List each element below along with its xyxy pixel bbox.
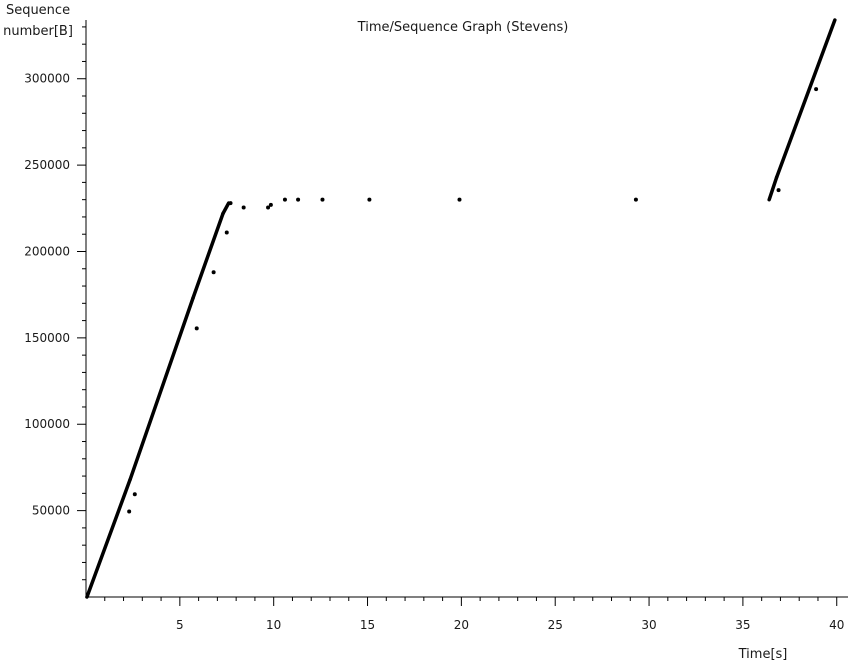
- sequence-segment: [221, 201, 231, 216]
- y-tick-label: 250000: [24, 158, 70, 172]
- y-axis-label-line2: number[B]: [3, 24, 73, 39]
- sequence-point: [367, 197, 372, 202]
- x-tick-label: 15: [360, 618, 375, 632]
- sequence-point: [266, 205, 271, 210]
- plot-marks: [85, 18, 837, 599]
- sequence-segment: [774, 18, 837, 179]
- sequence-point: [814, 87, 819, 92]
- sequence-segment: [767, 175, 779, 202]
- x-ticks: 5 10 15 20 25 30 35 40: [104, 597, 844, 632]
- y-tick-label: 100000: [24, 417, 70, 431]
- x-tick-label: 30: [641, 618, 656, 632]
- sequence-point: [633, 197, 638, 202]
- x-tick-label: 35: [735, 618, 750, 632]
- x-tick-label: 10: [266, 618, 281, 632]
- sequence-point: [194, 326, 199, 331]
- sequence-point: [296, 197, 301, 202]
- y-axis-label-line1: Sequence: [6, 3, 70, 18]
- x-axis-label: Time[s]: [738, 647, 788, 662]
- y-tick-label: 200000: [24, 244, 70, 258]
- sequence-point: [228, 201, 233, 206]
- sequence-point: [457, 197, 462, 202]
- sequence-segment: [128, 296, 195, 482]
- sequence-point: [282, 197, 287, 202]
- sequence-point: [224, 230, 229, 235]
- y-ticks: 50000 100000 150000 200000 250000 300000: [24, 26, 86, 581]
- sequence-point: [776, 188, 781, 193]
- sequence-point: [127, 509, 132, 514]
- sequence-point: [320, 197, 325, 202]
- sequence-segment: [85, 477, 132, 599]
- x-tick-label: 5: [176, 618, 184, 632]
- sequence-point: [241, 205, 246, 210]
- chart-title: Time/Sequence Graph (Stevens): [357, 20, 569, 35]
- sequence-segment: [191, 211, 225, 300]
- sequence-point: [132, 492, 137, 497]
- sequence-point: [211, 270, 216, 275]
- x-tick-label: 20: [454, 618, 469, 632]
- y-tick-label: 300000: [24, 72, 70, 86]
- x-tick-label: 25: [548, 618, 563, 632]
- y-tick-label: 150000: [24, 331, 70, 345]
- sequence-point: [268, 202, 273, 207]
- x-tick-label: 40: [829, 618, 844, 632]
- y-tick-label: 50000: [32, 504, 70, 518]
